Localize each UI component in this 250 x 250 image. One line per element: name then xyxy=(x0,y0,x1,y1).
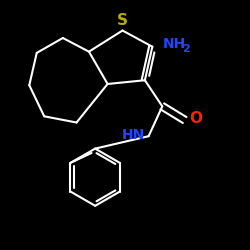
Text: 2: 2 xyxy=(182,44,190,54)
Text: HN: HN xyxy=(122,128,145,142)
Text: O: O xyxy=(189,111,202,126)
Text: S: S xyxy=(117,13,128,28)
Text: NH: NH xyxy=(162,37,186,51)
